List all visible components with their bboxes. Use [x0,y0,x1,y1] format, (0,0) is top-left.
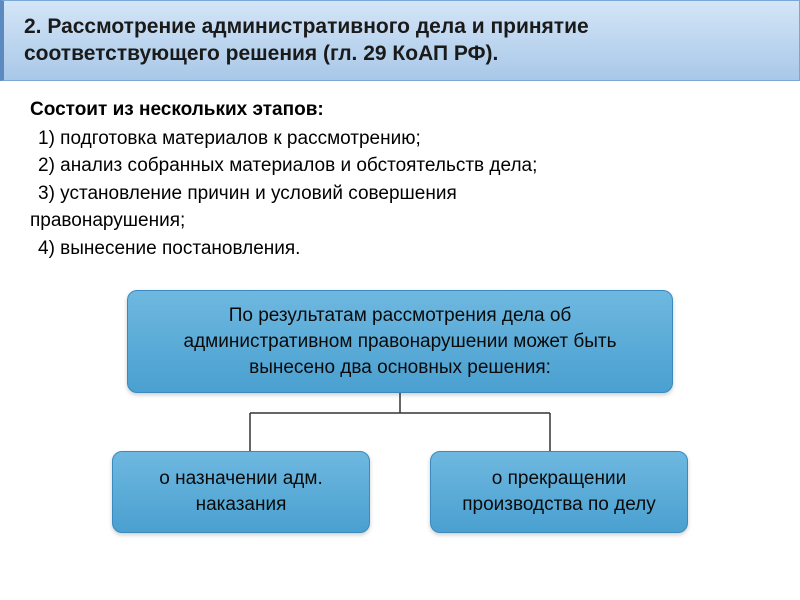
section-title: 2. Рассмотрение административного дела и… [24,13,779,68]
diagram-top-box: По результатам рассмотрения дела об адми… [127,290,673,393]
diagram-bottom-row: о назначении адм. наказания о прекращени… [30,451,770,532]
stages-intro: Состоит из нескольких этапов: [30,99,770,121]
diagram-connectors [100,393,700,451]
section-header: 2. Рассмотрение административного дела и… [0,0,800,81]
stage-1: 1) подготовка материалов к рассмотрению; [38,125,770,153]
stage-2: 2) анализ собранных материалов и обстоят… [38,152,770,180]
stage-4: 4) вынесение постановления. [38,235,770,263]
diagram-right-box: о прекращении производства по делу [430,451,688,532]
content-area: Состоит из нескольких этапов: 1) подгото… [0,81,800,543]
connector-svg [100,393,700,451]
stage-3-line1: 3) установление причин и условий соверше… [38,180,770,208]
results-diagram: По результатам рассмотрения дела об адми… [30,290,770,532]
stage-3-line2: правонарушения; [30,207,770,235]
diagram-left-box: о назначении адм. наказания [112,451,370,532]
